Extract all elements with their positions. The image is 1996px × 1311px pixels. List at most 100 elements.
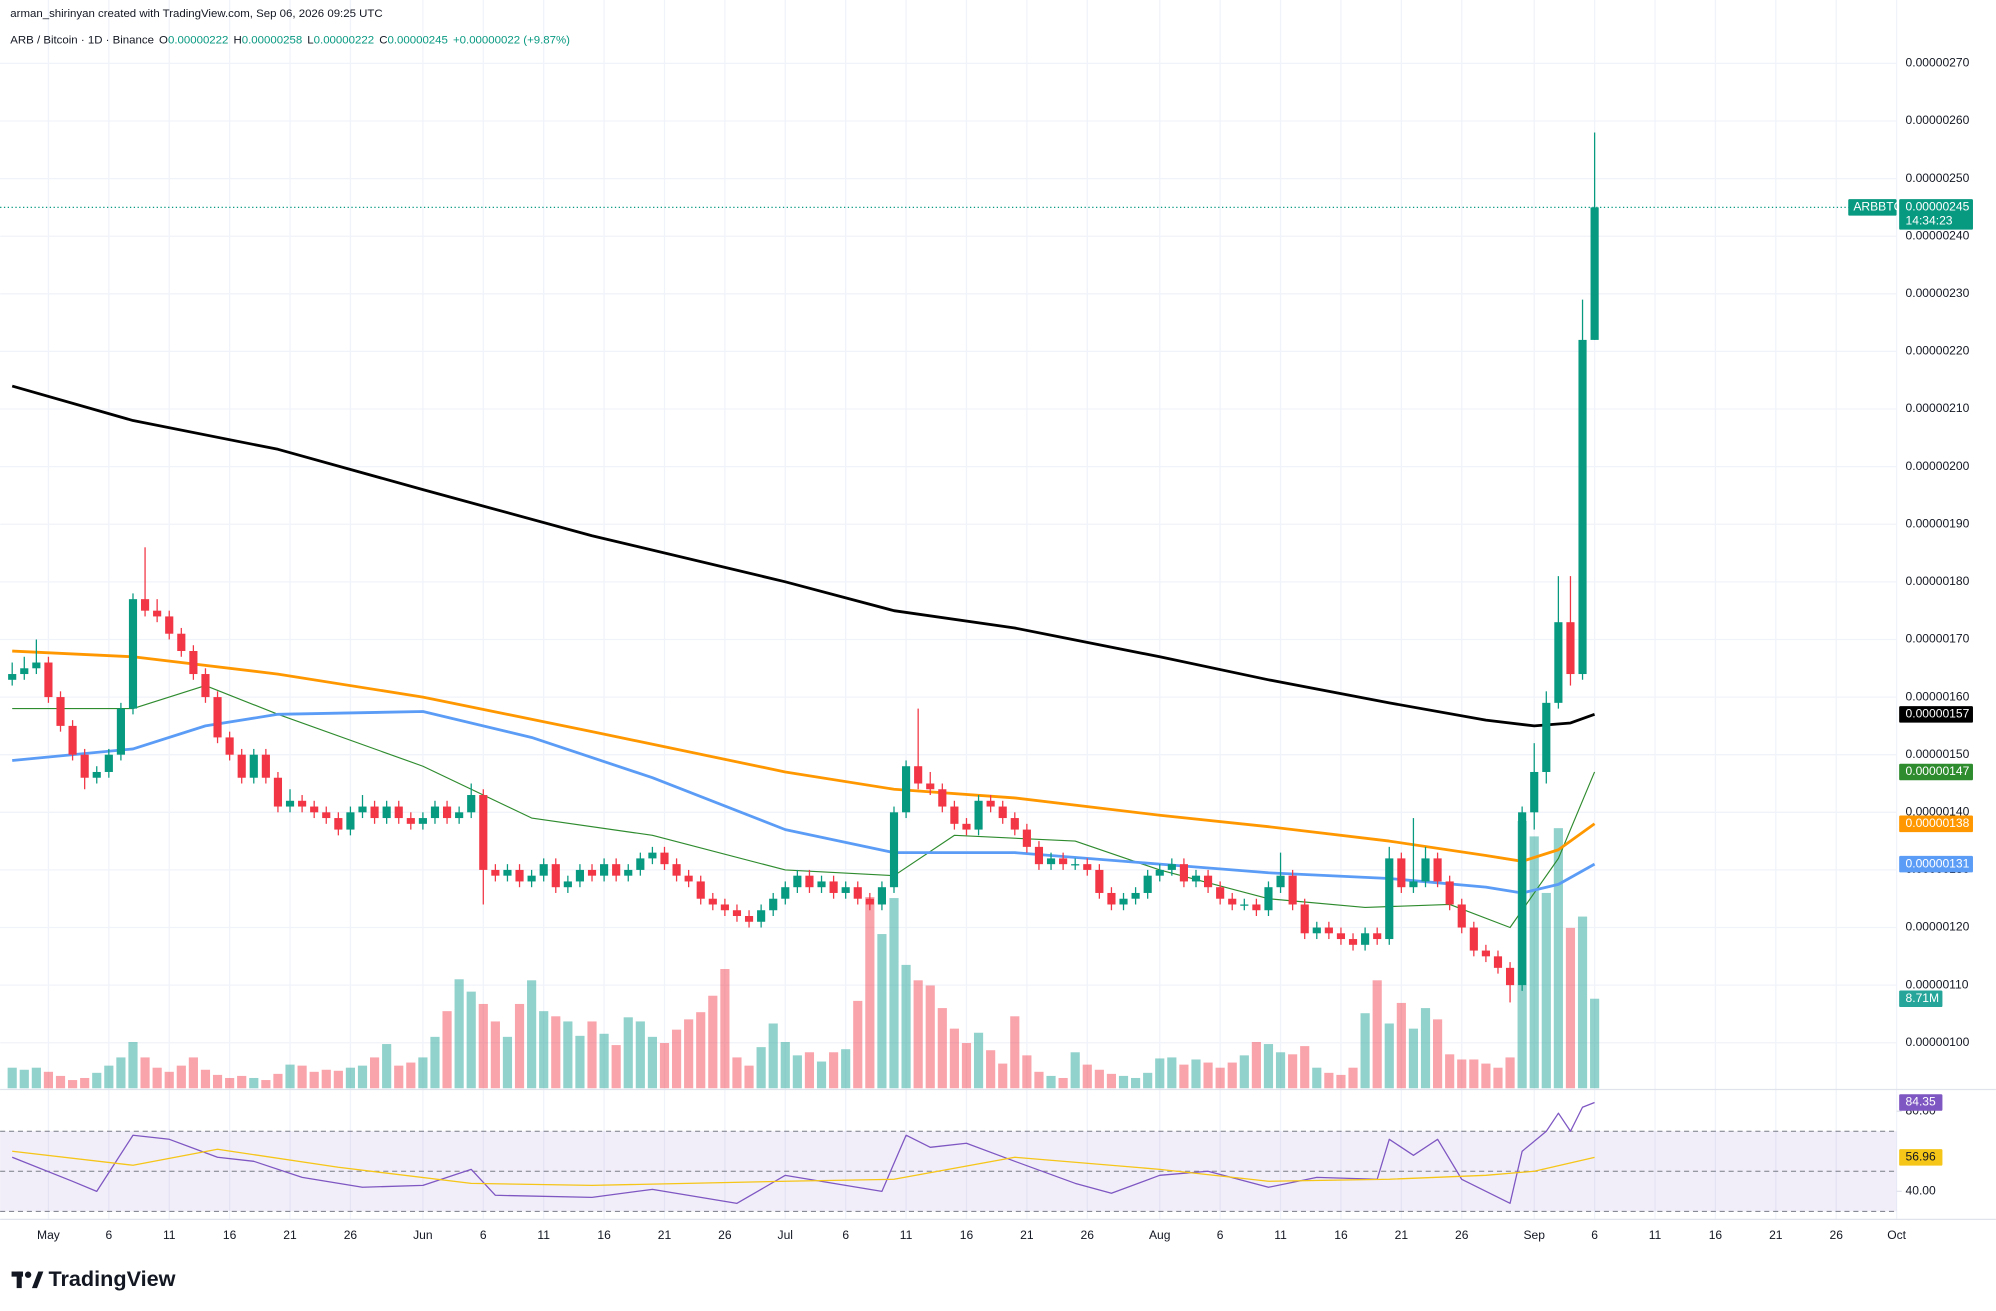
volume-bar: [1094, 1069, 1104, 1089]
x-tick-label: 11: [1274, 1228, 1287, 1242]
x-tick-label: 6: [842, 1228, 849, 1242]
volume-bar: [43, 1071, 54, 1089]
volume-bar: [490, 1021, 500, 1089]
volume-bar: [1275, 1052, 1286, 1089]
candle-body: [165, 616, 174, 634]
ticker: ARBBTC: [1853, 200, 1902, 214]
volume-bar: [1046, 1075, 1056, 1089]
candle-body: [829, 881, 838, 893]
ma-price-label: 0.00000131: [1906, 856, 1970, 870]
candle-body: [672, 864, 681, 876]
volume-bar: [1420, 1008, 1431, 1089]
candle-body: [8, 674, 17, 680]
y-tick-label: 0.00000230: [1906, 286, 1970, 300]
volume-bar: [1493, 1067, 1503, 1089]
x-tick-label: 6: [1217, 1228, 1224, 1242]
volume-bar: [225, 1077, 235, 1089]
x-tick-label: May: [37, 1228, 61, 1242]
x-tick-label: 21: [1020, 1228, 1034, 1242]
volume-bar: [1288, 1054, 1298, 1089]
candle-body: [950, 806, 959, 824]
volume-bar: [80, 1077, 90, 1089]
ma-price-box: [1899, 706, 1973, 723]
candle-body: [1457, 904, 1466, 928]
ma-price-label: 0.00000147: [1906, 764, 1970, 778]
volume-bar: [1203, 1062, 1213, 1089]
candle-body: [201, 674, 210, 698]
ohlc-value: 0.00000245: [387, 35, 447, 47]
symbol-line: ARB / Bitcoin · 1D · Binance O0.00000222 H…: [10, 35, 570, 47]
volume-bar: [623, 1017, 633, 1089]
y-tick-label: 0.00000120: [1906, 920, 1970, 934]
candle-body: [1155, 869, 1164, 876]
volume-bar: [237, 1075, 247, 1089]
candle-body: [153, 610, 162, 617]
volume-bar: [394, 1065, 404, 1089]
candle-body: [1071, 864, 1080, 866]
candle-body: [1336, 933, 1346, 940]
volume-bar: [829, 1052, 839, 1089]
volume-bar: [1058, 1077, 1068, 1089]
last-price-box: [1899, 199, 1973, 230]
candle-body: [213, 697, 222, 738]
candle-body: [1276, 875, 1285, 888]
volume-bar: [768, 1023, 778, 1089]
candle-body: [757, 910, 766, 922]
candle-body: [177, 633, 186, 651]
change: +0.00000022 (+9.87%): [453, 35, 570, 47]
candle-body: [684, 875, 693, 882]
volume-bar: [925, 985, 935, 1089]
volume-bar: [1384, 1023, 1394, 1089]
candle-body: [491, 869, 500, 876]
candle-body: [1083, 864, 1092, 870]
candle-body: [20, 668, 29, 675]
candle-body: [1324, 927, 1333, 934]
candle-body: [575, 869, 585, 882]
candle-body: [1191, 875, 1201, 882]
volume-bar: [1553, 828, 1563, 1089]
candle-body: [430, 806, 440, 819]
candle-body: [322, 812, 331, 819]
volume-bar: [454, 979, 464, 1089]
volume-bar: [176, 1065, 186, 1089]
volume-bar: [587, 1021, 597, 1089]
volume-bar: [164, 1071, 174, 1089]
candle-body: [298, 800, 307, 807]
rsi-line: [11, 1101, 1595, 1204]
ma-price-box: [1899, 763, 1973, 781]
volume-bar: [212, 1074, 223, 1089]
volume-bar: [1143, 1072, 1153, 1089]
x-tick-label: Sep: [1523, 1228, 1545, 1242]
rsi-value-box: [1899, 1094, 1943, 1111]
volume-bar: [986, 1050, 996, 1089]
volume-bar: [200, 1069, 211, 1089]
x-tick-label: 21: [283, 1228, 297, 1242]
candle-body: [744, 916, 754, 922]
volume-bar: [599, 1033, 609, 1089]
volume-bar: [1348, 1067, 1358, 1089]
rsi-line: [12, 1148, 1595, 1187]
ohlc-label: C: [379, 35, 387, 47]
volume-bar: [1010, 1016, 1020, 1089]
volume-bar: [575, 1035, 585, 1089]
volume-bar: [1118, 1075, 1129, 1089]
volume-bar: [514, 1003, 525, 1089]
volume-bar: [442, 1011, 452, 1089]
candle-body: [1179, 864, 1188, 882]
candle-body: [1167, 864, 1176, 870]
candle-body: [1433, 858, 1442, 882]
volume-bar: [1312, 1067, 1322, 1089]
countdown: 14:34:23: [1906, 214, 1953, 228]
volume-bar: [249, 1077, 259, 1089]
rsi-value-label: 84.35: [1906, 1095, 1937, 1109]
volume-bar: [913, 980, 923, 1089]
candle-body: [636, 858, 645, 870]
candle-body: [515, 869, 524, 882]
volume-bar: [1565, 927, 1576, 1089]
candle-body: [696, 881, 705, 899]
candle-body: [1264, 887, 1273, 911]
volume-bar: [804, 1052, 815, 1089]
ma-price-box: [1899, 815, 1973, 833]
volume-bar: [1106, 1073, 1117, 1089]
